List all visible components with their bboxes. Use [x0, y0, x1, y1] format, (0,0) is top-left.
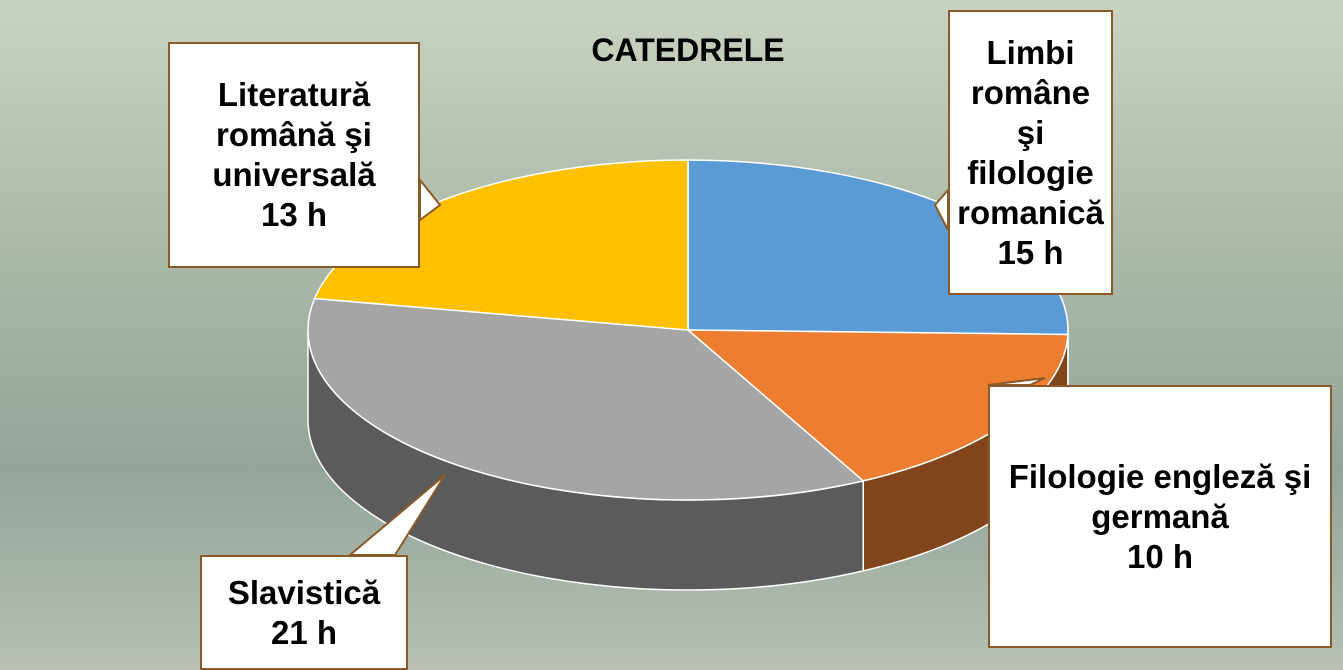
slice	[313, 159, 689, 331]
chart-title: CATEDRELE	[591, 32, 785, 68]
category-label: Filologie engleză şi germană	[1008, 457, 1312, 535]
data-label: Filologie engleză şi germană 10 h	[988, 385, 1332, 648]
value-label: 21 h	[270, 613, 338, 651]
callout-tail	[419, 177, 442, 222]
value-label: 15 h	[997, 233, 1064, 271]
data-label: Slavistică 21 h	[200, 555, 408, 670]
data-label: Limbi române şi filologie romanică 15 h	[948, 10, 1113, 295]
category-label: Limbi române şi filologie romanică	[957, 33, 1104, 231]
value-label: 13 h	[260, 196, 328, 233]
value-label: 10 h	[1126, 537, 1194, 575]
data-label: Literatură română şi universală 13 h	[168, 42, 420, 268]
category-label: Slavistică	[227, 573, 381, 611]
category-label: Literatură română şi universală	[212, 76, 376, 193]
slice	[307, 297, 865, 501]
